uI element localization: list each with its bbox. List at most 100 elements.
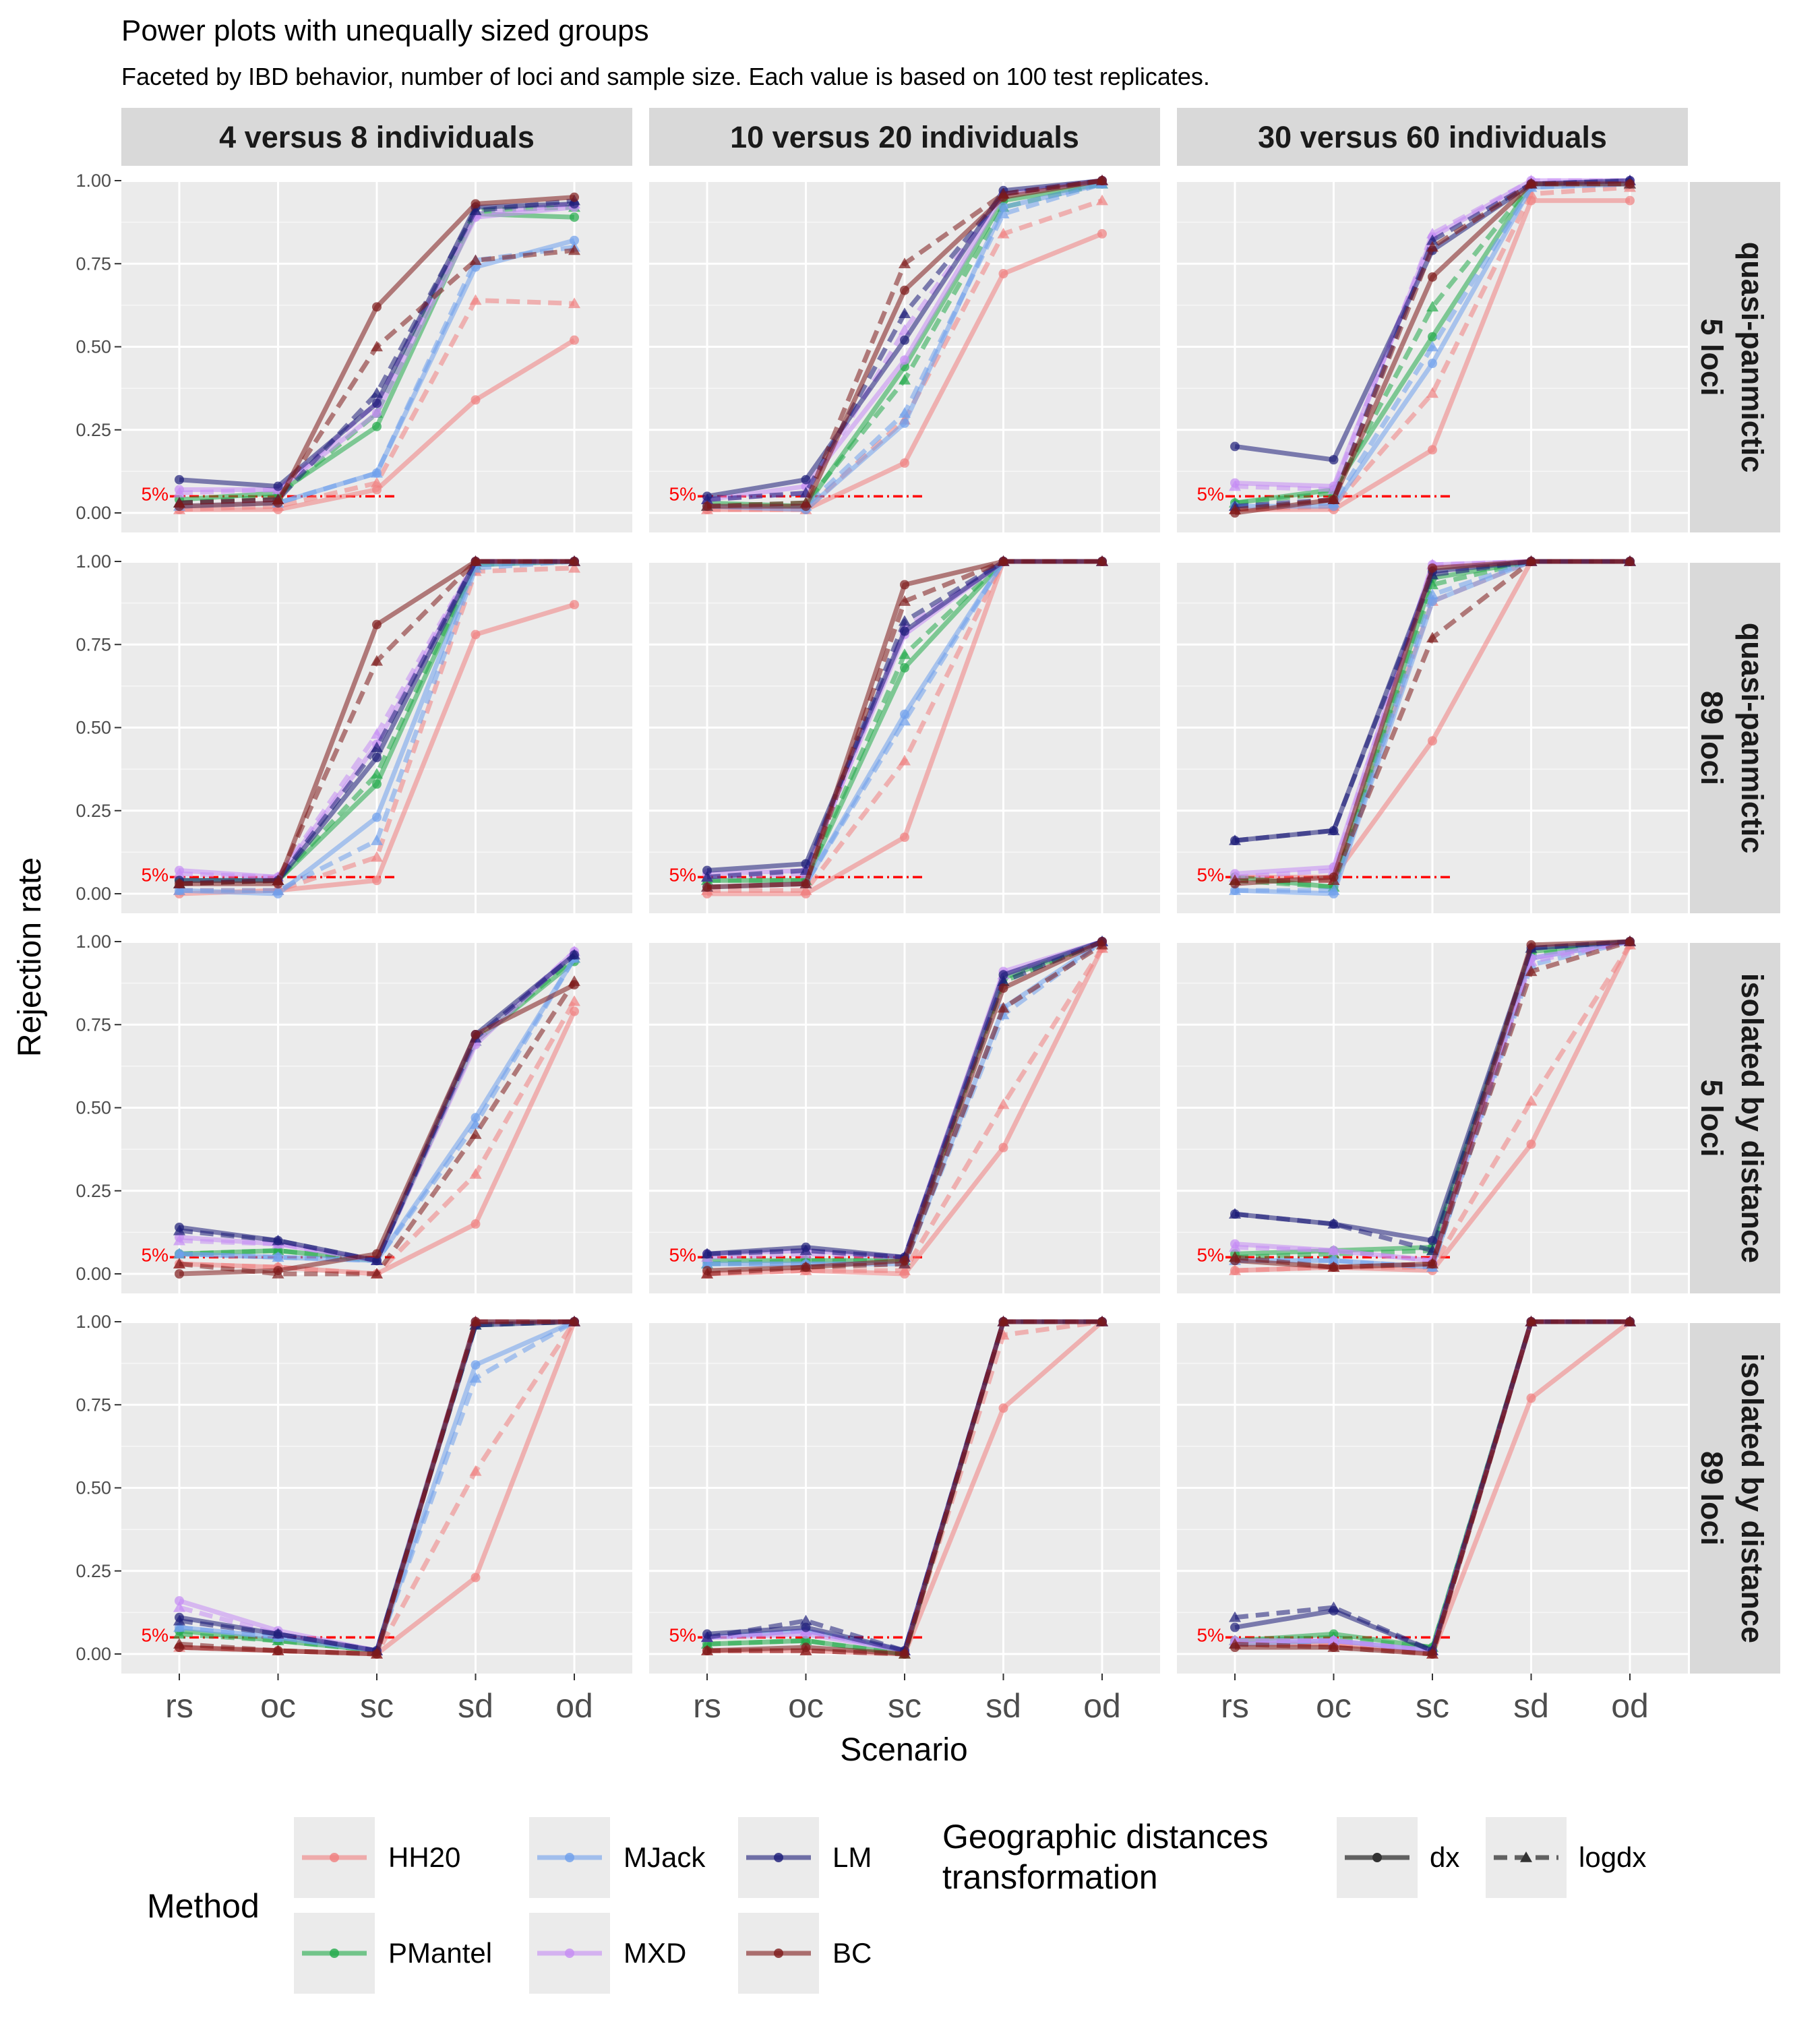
point-bc-logdx-sd bbox=[469, 555, 482, 566]
x-tick-label-2-0: rs bbox=[1221, 1687, 1249, 1725]
x-tick-label-1-0: rs bbox=[693, 1687, 721, 1725]
point-mxd-logdx-oc bbox=[1327, 1244, 1340, 1256]
x-tick-label-2-2: sc bbox=[1416, 1687, 1449, 1725]
point-bc-logdx-sc bbox=[371, 654, 383, 666]
point-bc-logdx-oc bbox=[272, 1645, 284, 1655]
y-tick-label-3-1: 0.25 bbox=[75, 1561, 111, 1581]
point-mxd-logdx-rs bbox=[1229, 1241, 1241, 1252]
point-bc-logdx-oc bbox=[272, 1268, 284, 1279]
point-hh20-logdx-sd bbox=[997, 227, 1010, 239]
point-lm-logdx-oc bbox=[1327, 1601, 1340, 1612]
y-tick-label-1-0: 0.00 bbox=[75, 884, 111, 904]
point-lm-logdx-sd bbox=[469, 204, 482, 216]
chart-subtitle: Faceted by IBD behavior, number of loci … bbox=[121, 63, 1210, 90]
point-bc-logdx-sd bbox=[997, 1316, 1010, 1326]
point-pmantel-logdx-sc bbox=[899, 373, 911, 385]
point-bc-logdx-sc bbox=[1426, 1648, 1438, 1659]
row-strip-label-3: isolated by distance89 loci bbox=[1695, 1353, 1769, 1643]
panel-2-0: 5% bbox=[121, 940, 632, 1293]
point-hh20-dx-sd bbox=[471, 1572, 481, 1583]
point-bc-logdx-oc bbox=[799, 1261, 812, 1272]
reference-line-label: 5% bbox=[1197, 1244, 1224, 1265]
point-lm-logdx-sc bbox=[371, 741, 383, 752]
point-bc-logdx-sd bbox=[997, 555, 1010, 566]
reference-line-label: 5% bbox=[669, 1624, 696, 1645]
point-bc-logdx-sd bbox=[1525, 965, 1538, 977]
point-bc-logdx-oc bbox=[799, 878, 812, 888]
point-hh20-dx-sc bbox=[372, 876, 382, 886]
point-bc-dx-sc bbox=[372, 1249, 382, 1259]
point-hh20-dx-sd bbox=[471, 630, 481, 640]
point-mjack-logdx-oc bbox=[1327, 1254, 1340, 1266]
point-hh20-logdx-sd bbox=[469, 294, 482, 305]
row-strip-3 bbox=[1690, 1323, 1780, 1674]
point-hh20-dx-sd bbox=[998, 1403, 1008, 1413]
point-mjack-logdx-sc bbox=[371, 466, 383, 478]
point-bc-logdx-oc bbox=[1327, 874, 1340, 886]
series-line-pmantel-logdx bbox=[1234, 181, 1630, 506]
y-tick-label-1-4: 1.00 bbox=[75, 551, 111, 572]
point-hh20-logdx-od bbox=[568, 561, 580, 573]
point-bc-logdx-oc bbox=[272, 493, 284, 505]
point-hh20-dx-sc bbox=[900, 458, 909, 468]
point-bc-logdx-rs bbox=[1229, 503, 1241, 514]
point-lm-logdx-rs bbox=[1229, 1208, 1241, 1219]
reference-line-label: 5% bbox=[669, 483, 696, 504]
point-bc-logdx-sd bbox=[997, 187, 1010, 199]
point-mxd-dx-sc bbox=[372, 408, 382, 419]
point-hh20-dx-sd bbox=[471, 395, 481, 405]
x-tick-label-0-4: od bbox=[555, 1687, 593, 1725]
panel-1-0: 5% bbox=[121, 555, 632, 913]
point-bc-logdx-sc bbox=[371, 340, 383, 352]
x-tick-label-0-0: rs bbox=[165, 1687, 193, 1725]
point-mxd-logdx-rs bbox=[173, 1234, 185, 1246]
point-bc-logdx-sc bbox=[1426, 241, 1438, 252]
reference-line-label: 5% bbox=[1197, 1624, 1224, 1645]
y-tick-label-0-0: 0.00 bbox=[75, 503, 111, 523]
series-line-lm-logdx bbox=[1234, 1319, 1630, 1653]
point-pmantel-logdx-sc bbox=[899, 648, 911, 659]
point-hh20-dx-sc bbox=[1428, 445, 1437, 455]
legend-label-pmantel: PMantel bbox=[388, 1937, 492, 1969]
y-tick-label-1-1: 0.25 bbox=[75, 801, 111, 821]
point-bc-logdx-rs bbox=[173, 1638, 185, 1649]
point-hh20-logdx-sc bbox=[1426, 387, 1438, 398]
point-bc-logdx-od bbox=[568, 555, 580, 566]
point-lm-logdx-rs bbox=[173, 1224, 185, 1235]
point-bc-dx-sc bbox=[372, 302, 382, 312]
point-bc-logdx-rs bbox=[173, 1258, 185, 1268]
point-lm-logdx-sc bbox=[1426, 234, 1438, 245]
point-lm-logdx-od bbox=[568, 948, 580, 960]
point-pmantel-logdx-oc bbox=[799, 1634, 812, 1646]
point-mjack-logdx-rs bbox=[173, 884, 185, 895]
point-bc-logdx-sc bbox=[899, 257, 911, 268]
point-lm-logdx-oc bbox=[799, 1244, 812, 1256]
point-lm-logdx-rs bbox=[701, 1248, 713, 1259]
point-bc-logdx-od bbox=[568, 1316, 580, 1326]
y-tick-label-3-4: 1.00 bbox=[75, 1312, 111, 1332]
point-bc-dx-rs bbox=[175, 1269, 184, 1279]
col-strip-label-0: 4 versus 8 individuals bbox=[219, 120, 535, 154]
point-lm-logdx-rs bbox=[701, 871, 713, 882]
y-tick-label-2-4: 1.00 bbox=[75, 931, 111, 952]
point-bc-logdx-oc bbox=[1327, 493, 1340, 505]
point-lm-logdx-rs bbox=[701, 493, 713, 505]
point-hh20-logdx-sc bbox=[371, 477, 383, 488]
point-hh20-logdx-rs bbox=[1229, 1264, 1241, 1275]
point-lm-dx-rs bbox=[1230, 1622, 1240, 1632]
col-strip-label-2: 30 versus 60 individuals bbox=[1258, 120, 1607, 154]
point-lm-dx-sc bbox=[900, 335, 909, 345]
point-hh20-logdx-sd bbox=[997, 1098, 1010, 1109]
point-lm-dx-rs bbox=[175, 474, 184, 485]
series-line-mxd-logdx bbox=[1234, 178, 1630, 492]
col-strip-0 bbox=[121, 108, 632, 166]
point-bc-logdx-sd bbox=[1525, 555, 1538, 566]
point-mjack-dx-sc bbox=[900, 418, 909, 428]
legend-method-title: Method bbox=[147, 1887, 260, 1925]
series-line-lm-logdx bbox=[706, 1319, 1102, 1653]
point-bc-logdx-sc bbox=[371, 1648, 383, 1659]
point-pmantel-logdx-sc bbox=[371, 768, 383, 779]
point-pmantel-logdx-rs bbox=[173, 1628, 185, 1639]
panel-0-1: 5% bbox=[649, 175, 1160, 532]
